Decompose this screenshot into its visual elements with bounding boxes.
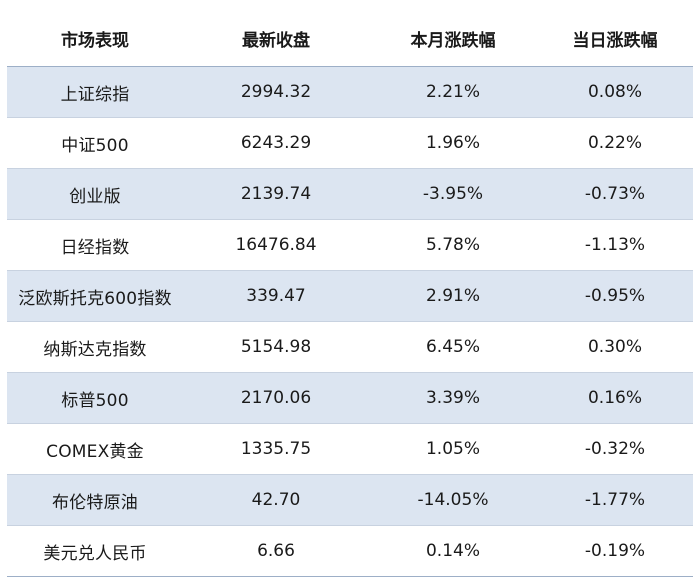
- table-header-row: 市场表现 最新收盘 本月涨跌幅 当日涨跌幅: [7, 10, 693, 67]
- cell-day-change: -0.32%: [537, 423, 693, 475]
- cell-market-name: 创业版: [7, 168, 183, 220]
- table-row: 标普500 2170.06 3.39% 0.16%: [7, 372, 693, 424]
- cell-day-change: -0.19%: [537, 525, 693, 577]
- cell-month-change: -14.05%: [369, 474, 537, 526]
- cell-day-change: -1.13%: [537, 219, 693, 271]
- cell-latest-close: 1335.75: [183, 423, 369, 475]
- cell-month-change: 5.78%: [369, 219, 537, 271]
- cell-day-change: -0.73%: [537, 168, 693, 220]
- cell-market-name: 上证综指: [7, 66, 183, 118]
- cell-month-change: 0.14%: [369, 525, 537, 577]
- cell-market-name: COMEX黄金: [7, 423, 183, 475]
- cell-market-name: 中证500: [7, 117, 183, 169]
- cell-month-change: 6.45%: [369, 321, 537, 373]
- cell-latest-close: 16476.84: [183, 219, 369, 271]
- cell-latest-close: 2139.74: [183, 168, 369, 220]
- cell-market-name: 泛欧斯托克600指数: [7, 270, 183, 322]
- header-month-change: 本月涨跌幅: [369, 10, 537, 67]
- cell-latest-close: 339.47: [183, 270, 369, 322]
- cell-day-change: -0.95%: [537, 270, 693, 322]
- cell-month-change: 1.05%: [369, 423, 537, 475]
- cell-market-name: 美元兑人民币: [7, 525, 183, 577]
- cell-latest-close: 42.70: [183, 474, 369, 526]
- table-row: 泛欧斯托克600指数 339.47 2.91% -0.95%: [7, 270, 693, 322]
- cell-month-change: 1.96%: [369, 117, 537, 169]
- cell-month-change: -3.95%: [369, 168, 537, 220]
- cell-market-name: 标普500: [7, 372, 183, 424]
- table-row: COMEX黄金 1335.75 1.05% -0.32%: [7, 423, 693, 475]
- cell-month-change: 2.91%: [369, 270, 537, 322]
- cell-latest-close: 6243.29: [183, 117, 369, 169]
- cell-market-name: 日经指数: [7, 219, 183, 271]
- cell-market-name: 纳斯达克指数: [7, 321, 183, 373]
- header-day-change: 当日涨跌幅: [537, 10, 693, 67]
- cell-month-change: 3.39%: [369, 372, 537, 424]
- cell-latest-close: 6.66: [183, 525, 369, 577]
- cell-day-change: -1.77%: [537, 474, 693, 526]
- cell-day-change: 0.30%: [537, 321, 693, 373]
- cell-latest-close: 5154.98: [183, 321, 369, 373]
- table-row: 中证500 6243.29 1.96% 0.22%: [7, 117, 693, 169]
- header-latest-close: 最新收盘: [183, 10, 369, 67]
- cell-market-name: 布伦特原油: [7, 474, 183, 526]
- cell-day-change: 0.16%: [537, 372, 693, 424]
- cell-latest-close: 2170.06: [183, 372, 369, 424]
- table-row: 创业版 2139.74 -3.95% -0.73%: [7, 168, 693, 220]
- market-performance-table: 市场表现 最新收盘 本月涨跌幅 当日涨跌幅 上证综指 2994.32 2.21%…: [7, 10, 693, 577]
- cell-latest-close: 2994.32: [183, 66, 369, 118]
- table-row: 日经指数 16476.84 5.78% -1.13%: [7, 219, 693, 271]
- table-row: 布伦特原油 42.70 -14.05% -1.77%: [7, 474, 693, 526]
- cell-day-change: 0.08%: [537, 66, 693, 118]
- table-row: 上证综指 2994.32 2.21% 0.08%: [7, 66, 693, 118]
- header-market: 市场表现: [7, 10, 183, 67]
- table-row: 纳斯达克指数 5154.98 6.45% 0.30%: [7, 321, 693, 373]
- table-row: 美元兑人民币 6.66 0.14% -0.19%: [7, 525, 693, 577]
- cell-month-change: 2.21%: [369, 66, 537, 118]
- cell-day-change: 0.22%: [537, 117, 693, 169]
